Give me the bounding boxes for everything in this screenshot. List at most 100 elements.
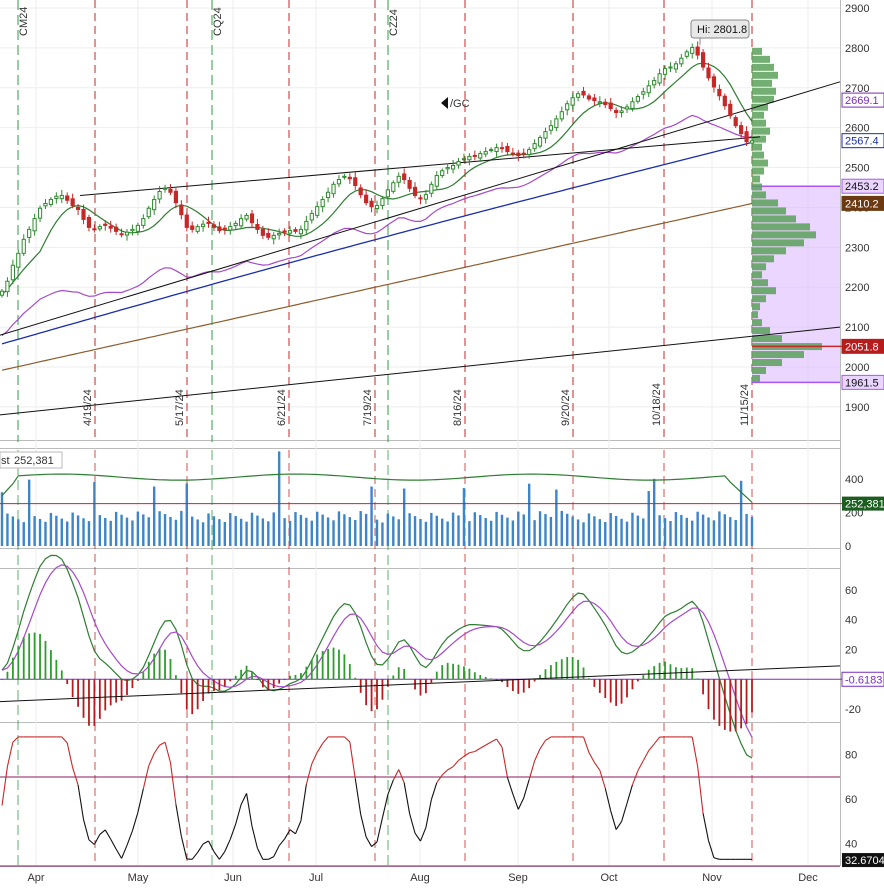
price-badge [841, 374, 884, 390]
macd-histogram-bar [164, 649, 166, 680]
rsi-line-segment [77, 784, 85, 820]
macd-histogram-bar [55, 659, 58, 680]
macd-histogram-bar [691, 668, 694, 680]
rsi-line-segment [398, 769, 405, 783]
candle-body [695, 46, 700, 56]
price-y-tick: 2100 [845, 322, 869, 334]
rsi-line-segment [121, 845, 128, 859]
macd-histogram-bar [213, 679, 215, 692]
volume-profile-bar [752, 319, 762, 327]
macd-histogram-bar [658, 662, 661, 680]
rsi-line-segment [1, 766, 8, 806]
trendline [79, 136, 761, 196]
event-date-label: 10/18/24 [651, 383, 663, 426]
price-badge-label: 1961.5 [845, 377, 879, 389]
candle-body [103, 223, 108, 226]
macd-histogram-bar [723, 679, 726, 730]
macd-histogram-bar [17, 646, 20, 680]
candle-body [641, 91, 646, 95]
rsi-line-segment [604, 788, 612, 811]
volume-profile-bar [752, 255, 774, 263]
rsi-line-segment [490, 738, 497, 743]
volume-bar [0, 492, 4, 546]
macd-histogram-bar [6, 671, 9, 680]
candle-body [532, 143, 537, 150]
rsi-line-segment [452, 760, 459, 768]
rsi-line-segment [175, 804, 182, 837]
candle-body [124, 231, 130, 236]
candle-body [597, 101, 602, 104]
volume-bar [38, 518, 42, 546]
rsi-line-segment [371, 841, 378, 847]
candle-body [385, 189, 390, 198]
rsi-line-segment [256, 848, 264, 860]
volume-bar [71, 512, 74, 546]
volume-bar [250, 512, 254, 546]
macd-histogram-bar [734, 679, 737, 732]
high-callout-box [690, 19, 750, 39]
volume-bar [305, 517, 308, 546]
volume-bar [109, 520, 112, 546]
macd-histogram-bar [566, 656, 569, 680]
rsi-line-segment [104, 829, 112, 840]
candle-body [614, 109, 619, 114]
volume-bar [272, 512, 275, 546]
rsi-line-segment [621, 803, 628, 822]
volume-bar [538, 511, 542, 546]
candle-body [266, 232, 271, 238]
candle-body [5, 280, 10, 293]
candle-body [537, 137, 543, 147]
volume-bar [261, 518, 265, 546]
candle-body [706, 67, 711, 79]
volume-bar [522, 514, 525, 546]
candle-body [206, 221, 211, 224]
macd-histogram-bar [131, 679, 134, 689]
volume-bar [158, 511, 161, 546]
rsi-line-segment [66, 742, 74, 768]
rsi-line-segment [447, 766, 454, 771]
macd-histogram-bar [582, 667, 585, 680]
volume-bar [544, 514, 547, 546]
volume-badge [842, 496, 884, 511]
volume-bar [576, 519, 580, 546]
volume-value-label: 252,381 [14, 455, 54, 467]
candle-body [211, 224, 217, 228]
rsi-line-segment [268, 856, 274, 860]
volume-bar [147, 517, 150, 546]
volume-bar [44, 521, 47, 546]
volume-bar [652, 478, 656, 546]
rsi-line-segment [229, 823, 237, 840]
volume-bar [745, 513, 748, 546]
candle-body [646, 85, 651, 94]
rsi-line-segment [707, 840, 715, 858]
volume-profile-bar [752, 199, 778, 207]
macd-trendline [0, 665, 841, 703]
contract-roll-label: CZ24 [388, 9, 400, 36]
rsi-line-segment [626, 784, 633, 804]
macd-histogram-bar [321, 650, 324, 680]
volume-bar [191, 516, 194, 546]
rsi-line-segment [648, 743, 655, 751]
macd-histogram-bar [511, 679, 514, 691]
macd-histogram-bar [115, 679, 118, 703]
candle-body [662, 68, 668, 75]
rsi-line-segment [208, 840, 215, 852]
rsi-line-segment [501, 747, 508, 778]
macd-histogram-bar [316, 654, 319, 680]
macd-histogram-bar [517, 679, 520, 694]
volume-bar [185, 483, 188, 546]
volume-profile-bar [752, 143, 762, 151]
volume-bar [87, 521, 91, 546]
volume-bar [49, 512, 53, 546]
rsi-line-segment [474, 747, 481, 752]
volume-bar [76, 515, 80, 546]
candle-body [624, 106, 630, 110]
volume-bar [723, 514, 727, 546]
candle-body [407, 179, 412, 189]
macd-histogram-bar [66, 679, 69, 685]
volume-bar [527, 483, 531, 546]
price-badge [841, 133, 884, 149]
candle-body [195, 226, 200, 232]
macd-histogram-bar [593, 679, 596, 687]
candle-body [141, 218, 146, 226]
